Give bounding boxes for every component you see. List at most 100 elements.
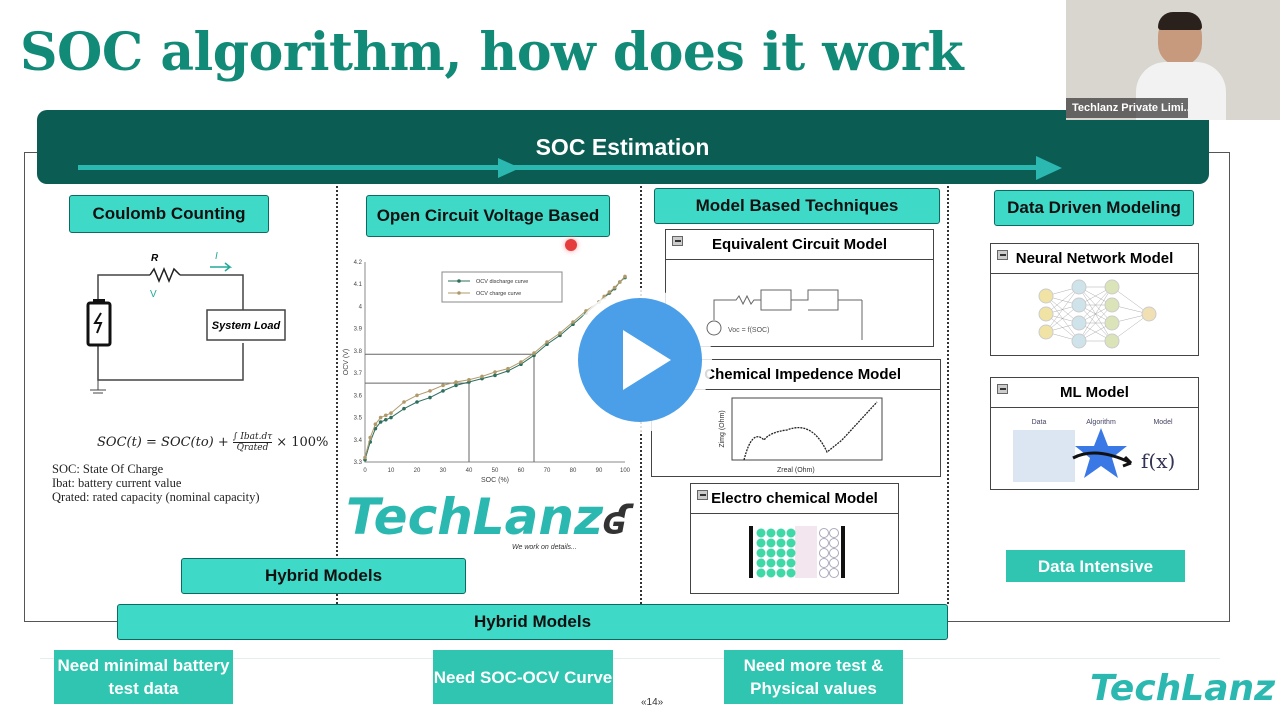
data-point — [532, 351, 536, 355]
anode-particle — [776, 538, 786, 548]
timeline-arrow — [78, 165, 1038, 170]
x-tick-label: 40 — [466, 468, 473, 474]
data-point — [454, 383, 458, 388]
data-point — [441, 383, 445, 388]
data-point — [368, 435, 372, 440]
x-tick-label: 10 — [388, 468, 395, 474]
data-point — [373, 422, 378, 427]
y-tick-label: 4 — [359, 304, 363, 310]
resistor-icon — [149, 267, 181, 283]
ml-model-label: Model — [1153, 419, 1173, 426]
ecm-wires — [713, 289, 862, 320]
resistor-label: R — [151, 253, 159, 264]
definition-qrated: Qrated: rated capacity (nominal capacity… — [52, 490, 260, 504]
anode-particle — [786, 538, 796, 548]
coulomb-counting-label: Coulomb Counting — [69, 195, 269, 233]
ecm-circuit-diagram: Voc = f(SOC) — [706, 289, 863, 340]
data-point — [480, 374, 484, 379]
nn-connection — [1078, 304, 1113, 342]
coulomb-circuit-diagram: R I V System Load — [86, 251, 286, 394]
anode-particle — [756, 568, 766, 578]
lightning-icon — [93, 312, 103, 334]
data-point — [415, 393, 419, 398]
eis-curve — [743, 401, 878, 461]
techlanz-logo-footer: TechLanz — [1090, 668, 1276, 709]
nn-connection — [1045, 286, 1080, 333]
ecm-voc: Voc = f(SOC) — [728, 327, 769, 334]
data-point — [389, 415, 393, 420]
anode-particle — [756, 548, 766, 558]
ground-icon — [90, 380, 106, 394]
play-button[interactable] — [568, 288, 712, 432]
separator — [795, 526, 817, 578]
anode-particle — [786, 528, 796, 538]
legend-entry: OCV discharge curve — [476, 279, 528, 285]
ecm-panel: Equivalent Circuit Model Voc = f(SOC) — [665, 229, 934, 347]
logo-tagline: We work on details... — [512, 544, 577, 551]
eis-title: o Chemical Impedence Model — [690, 366, 902, 383]
eis-nyquist-plot: Zreal (Ohm) Zimg (Ohm) — [719, 397, 883, 474]
anode-particle — [776, 558, 786, 568]
ecm-title: Equivalent Circuit Model — [711, 236, 888, 253]
collapse-icon — [997, 250, 1008, 260]
anode-particle — [766, 548, 776, 558]
voltage-source-icon — [706, 320, 722, 336]
nn-node — [1038, 306, 1054, 322]
collapse-icon — [997, 384, 1008, 394]
collapse-icon — [672, 236, 683, 246]
cathode-particle — [819, 538, 829, 548]
cathode-particle — [829, 558, 839, 568]
x-tick-label: 50 — [492, 468, 499, 474]
nn-node — [1038, 324, 1054, 340]
need-box-model: Need more test & Physical values — [724, 650, 903, 704]
data-point — [428, 389, 432, 393]
anode-particle — [776, 528, 786, 538]
data-point — [454, 380, 458, 384]
anode-collector — [749, 526, 753, 578]
formula-denominator: Qrated — [236, 443, 269, 453]
anode-particle — [766, 558, 776, 568]
data-driven-label: Data Driven Modeling — [994, 190, 1194, 226]
ml-diagram: Data Algorithm Model f(x) — [1013, 419, 1175, 482]
nn-node — [1071, 279, 1087, 295]
system-load-box — [206, 309, 286, 341]
laser-pointer — [565, 239, 577, 251]
definition-soc: SOC: State Of Charge — [52, 462, 164, 476]
nn-connection — [1111, 313, 1150, 342]
play-icon — [623, 330, 671, 390]
data-point — [558, 331, 562, 335]
model-based-label: Model Based Techniques — [654, 188, 940, 224]
anode-particle — [766, 538, 776, 548]
banner-label: SOC Estimation — [535, 134, 710, 160]
nn-node — [1071, 315, 1087, 331]
eis-ylabel: Zimg (Ohm) — [719, 410, 726, 447]
arrow-icon — [1072, 451, 1133, 468]
cathode-particle — [819, 568, 829, 578]
nn-title: Neural Network Model — [1015, 250, 1174, 267]
system-load-label: System Load — [212, 320, 281, 332]
nn-node — [1038, 288, 1054, 304]
formula-definitions: SOC: State Of Charge Ibat: battery curre… — [52, 462, 260, 504]
anode-particle — [786, 548, 796, 558]
cathode-particle — [829, 538, 839, 548]
eis-plot-frame — [731, 397, 883, 461]
presenter-name-label: Techlanz Private Limi... — [1066, 98, 1188, 118]
legend-marker — [457, 279, 461, 283]
x-tick-label: 30 — [440, 468, 447, 474]
anode-particle — [766, 528, 776, 538]
formula-numerator: ∫ Ibat.dτ — [232, 432, 273, 443]
data-point — [493, 370, 497, 374]
ml-algorithm-label: Algorithm — [1086, 419, 1116, 426]
cathode-particle — [819, 558, 829, 568]
data-intensive-label: Data Intensive — [1006, 550, 1185, 582]
data-point — [402, 400, 406, 404]
data-point — [378, 420, 383, 424]
electrochemical-panel: Electro chemical Model — [690, 483, 899, 594]
definition-ibat: Ibat: battery current value — [52, 476, 182, 490]
y-tick-label: 3.4 — [354, 438, 363, 444]
ml-model-panel: ML Model Data Algorithm Model f(x) — [990, 377, 1199, 490]
column-divider — [336, 186, 338, 604]
anode-particle — [786, 558, 796, 568]
soc-formula: SOC(t) = SOC(to) + ∫ Ibat.dτ Qrated × 10… — [97, 432, 328, 453]
ocv-based-label: Open Circuit Voltage Based — [366, 195, 610, 237]
